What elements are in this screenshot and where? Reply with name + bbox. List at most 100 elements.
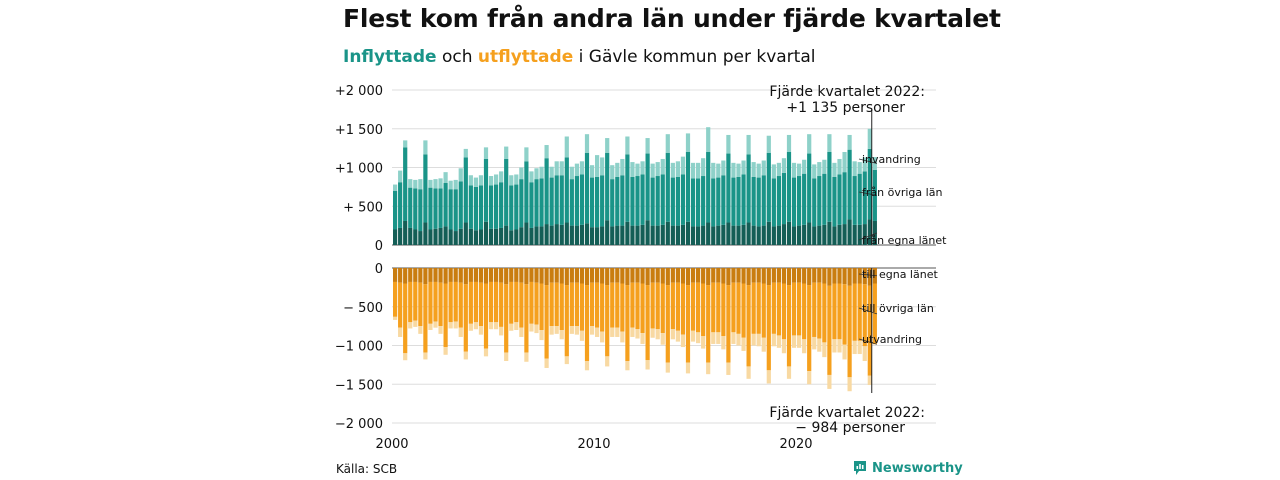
bar-in-segment bbox=[453, 189, 458, 232]
bar-in-segment bbox=[564, 222, 569, 245]
bar-in-segment bbox=[706, 127, 711, 152]
bar-in-segment bbox=[797, 176, 802, 226]
bar-in-segment bbox=[463, 157, 468, 223]
bar-out-segment bbox=[630, 282, 635, 328]
bar-in-segment bbox=[675, 161, 680, 177]
bar-in-segment bbox=[726, 222, 731, 245]
bar-out-segment bbox=[685, 285, 691, 363]
bar-in-segment bbox=[771, 178, 776, 227]
bar-out-segment bbox=[574, 282, 579, 327]
bar-out-segment bbox=[620, 283, 625, 332]
bar-in-segment bbox=[776, 162, 781, 177]
bar-in-segment bbox=[519, 179, 524, 228]
bar-out-segment bbox=[483, 348, 489, 357]
bar-out-segment bbox=[786, 285, 792, 367]
bar-in-segment bbox=[488, 228, 494, 245]
bar-in-segment bbox=[428, 187, 433, 230]
bar-in-segment bbox=[418, 189, 423, 232]
bar-out-segment bbox=[655, 282, 660, 330]
label-leader bbox=[858, 338, 878, 345]
annotation-bottom-line1: Fjärde kvartalet 2022: bbox=[769, 405, 925, 421]
bar-out-segment bbox=[549, 326, 554, 335]
bar-in-segment bbox=[579, 161, 585, 175]
bar-in-segment bbox=[408, 187, 413, 228]
bar-out-segment bbox=[832, 339, 837, 353]
bar-in-segment bbox=[736, 176, 741, 226]
bar-in-segment bbox=[726, 134, 731, 154]
bar-out-segment bbox=[524, 284, 529, 353]
bar-in-segment bbox=[559, 224, 564, 245]
bar-out-segment bbox=[726, 268, 731, 286]
bar-out-segment bbox=[428, 281, 433, 324]
bar-in-segment bbox=[862, 171, 867, 225]
bar-in-segment bbox=[544, 145, 549, 159]
bar-out-segment bbox=[529, 281, 534, 324]
bar-in-segment bbox=[650, 225, 655, 245]
bar-out-segment bbox=[529, 268, 534, 282]
bar-in-segment bbox=[408, 179, 413, 188]
bar-out-segment bbox=[473, 322, 478, 330]
bar-out-segment bbox=[468, 323, 473, 331]
annotation-top-line1: Fjärde kvartalet 2022: bbox=[769, 84, 925, 100]
bar-in-segment bbox=[539, 226, 544, 245]
bar-in-segment bbox=[433, 228, 438, 245]
bar-in-segment bbox=[660, 224, 665, 245]
bar-out-segment bbox=[701, 268, 706, 284]
bar-in-segment bbox=[605, 152, 610, 221]
bar-in-segment bbox=[403, 140, 408, 148]
bar-out-segment bbox=[564, 285, 569, 357]
bar-in-segment bbox=[736, 225, 741, 245]
bar-in-segment bbox=[847, 149, 852, 220]
bar-in-segment bbox=[584, 152, 590, 224]
bar-in-segment bbox=[524, 161, 529, 223]
bar-out-segment bbox=[610, 327, 615, 337]
bar-in-segment bbox=[499, 227, 504, 245]
bar-out-segment bbox=[448, 322, 453, 329]
bar-out-segment bbox=[675, 282, 680, 331]
bar-in-segment bbox=[478, 185, 484, 230]
bar-out-segment bbox=[468, 281, 473, 324]
bar-in-segment bbox=[625, 221, 630, 245]
bar-out-segment bbox=[690, 330, 696, 342]
series-label-fran-egna-lanet: från egna länet bbox=[862, 234, 947, 247]
bar-in-segment bbox=[786, 152, 792, 222]
bar-out-segment bbox=[635, 268, 640, 283]
bar-out-segment bbox=[847, 285, 852, 378]
bar-in-segment bbox=[802, 159, 807, 174]
bar-out-segment bbox=[403, 353, 408, 361]
bar-out-segment bbox=[413, 268, 418, 282]
bar-in-segment bbox=[600, 157, 605, 176]
ytick-lower: − 500 bbox=[343, 301, 383, 316]
bar-out-segment bbox=[696, 332, 701, 344]
bar-out-segment bbox=[499, 282, 504, 327]
bar-out-segment bbox=[776, 282, 781, 336]
bar-in-segment bbox=[499, 171, 504, 183]
bar-out-segment bbox=[579, 283, 585, 331]
subtitle-och: och bbox=[436, 47, 478, 67]
xtick-label: 2000 bbox=[375, 437, 408, 452]
bar-in-segment bbox=[630, 162, 635, 177]
bar-out-segment bbox=[736, 333, 741, 346]
bar-out-segment bbox=[584, 361, 590, 371]
bar-in-segment bbox=[539, 178, 544, 227]
bar-in-segment bbox=[675, 225, 680, 245]
bar-out-segment bbox=[685, 268, 691, 286]
bar-out-segment bbox=[605, 356, 610, 367]
bar-out-segment bbox=[812, 282, 817, 337]
bar-out-segment bbox=[802, 339, 807, 354]
bar-out-segment bbox=[499, 326, 504, 336]
bar-in-segment bbox=[504, 158, 509, 226]
bar-in-segment bbox=[817, 176, 822, 226]
bar-in-segment bbox=[569, 179, 574, 226]
bar-in-segment bbox=[448, 189, 453, 230]
source-note: Källa: SCB bbox=[336, 462, 398, 476]
bar-out-segment bbox=[630, 327, 635, 337]
bar-out-segment bbox=[554, 282, 559, 327]
bar-out-segment bbox=[711, 268, 716, 283]
bar-in-segment bbox=[448, 229, 453, 245]
bar-out-segment bbox=[726, 362, 731, 375]
bar-out-segment bbox=[574, 326, 579, 335]
bar-in-segment bbox=[721, 224, 726, 245]
label-leader bbox=[858, 191, 878, 196]
bar-out-segment bbox=[872, 283, 877, 345]
